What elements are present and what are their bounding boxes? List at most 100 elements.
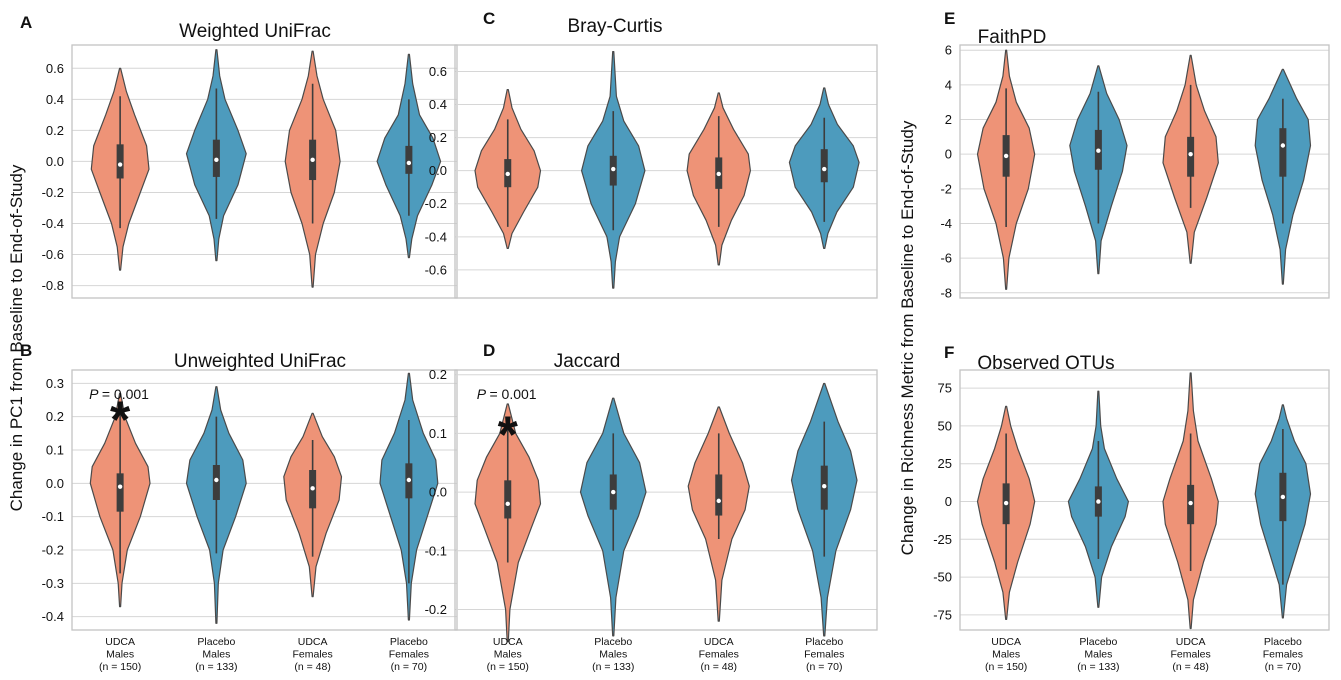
violin-median (1280, 494, 1286, 500)
group-label: Placebo Males (n = 133) (1077, 636, 1119, 673)
y-tick-label: 0.6 (429, 64, 447, 79)
violin-median (505, 501, 510, 507)
group-label-line: (n = 48) (1172, 661, 1208, 673)
violin-median (1188, 500, 1193, 506)
y-tick-label: 0.3 (46, 376, 64, 391)
y-tick-label: 0.4 (429, 97, 447, 112)
violin-iqr-box (116, 473, 124, 512)
y-tick-label: 0.4 (46, 92, 64, 107)
violin-median (310, 486, 315, 491)
violin-median (716, 498, 721, 504)
panel-title: Weighted UniFrac (179, 21, 331, 42)
y-tick-label: 0.2 (46, 123, 64, 138)
group-label-line: (n = 150) (985, 661, 1027, 673)
group-label-line: (n = 150) (99, 661, 141, 673)
y-tick-label: -6 (940, 251, 952, 266)
y-tick-label: -0.1 (425, 543, 447, 558)
group-label-line: Placebo (197, 636, 235, 648)
panel-title: Bray-Curtis (567, 16, 662, 37)
violin-median (1003, 500, 1009, 506)
y-tick-label: 0.2 (429, 130, 447, 145)
p-label: P (89, 386, 102, 402)
panel-e: -8 -6 -4 -2 0 2 4 6 E FaithPD (940, 9, 1330, 300)
significance-marker: * (110, 391, 131, 449)
panel-c: -0.6 -0.4 -0.2 0.0 0.2 0.4 0.6 C Bray-Curtis (425, 9, 878, 299)
panel-title: Observed OTUs (977, 353, 1114, 374)
y-tick-label: -0.4 (42, 609, 64, 624)
violin-median (1188, 151, 1193, 157)
y-tick-label: 0.6 (46, 61, 64, 76)
group-label: Placebo Males (n = 133) (592, 636, 634, 673)
y-tick-label: 2 (945, 112, 952, 127)
y-tick-label: -4 (940, 216, 952, 231)
plot-frame (71, 44, 458, 299)
plot-frame (454, 44, 878, 299)
plot-frame (959, 44, 1330, 299)
violin-median (716, 171, 721, 177)
group-label-line: (n = 48) (701, 661, 737, 673)
panel-title: Jaccard (554, 351, 621, 372)
violin-median (505, 171, 510, 177)
y-tick-label: 6 (945, 43, 952, 58)
y-tick-label: -0.2 (42, 543, 64, 558)
group-label-line: Females (292, 649, 332, 661)
group-label-line: (n = 70) (1265, 661, 1301, 673)
p-value: = 0.001 (102, 386, 149, 402)
violin-median (214, 477, 219, 483)
group-label-line: UDCA (298, 636, 328, 648)
group-label: UDCA Males (n = 150) (99, 636, 141, 673)
group-label-line: Females (389, 649, 429, 661)
group-label-line: Placebo (594, 636, 632, 648)
plot-frame (959, 369, 1330, 631)
y-tick-label: -0.2 (425, 602, 447, 617)
y-tick-label: 0.0 (429, 163, 447, 178)
panel-letter: A (20, 13, 32, 32)
violin-median (611, 166, 616, 172)
panel-letter: F (944, 343, 954, 362)
group-label-line: Males (106, 649, 134, 661)
group-label-line: UDCA (493, 636, 523, 648)
violin-iqr-box (504, 480, 512, 519)
y-tick-label: -0.6 (42, 247, 64, 262)
panel-b: -0.4 -0.3 -0.2 -0.1 0.0 0.1 0.2 0.3 B Unweighted … (20, 341, 458, 673)
y-tick-label: 0.2 (429, 367, 447, 382)
group-label-line: (n = 133) (1077, 661, 1119, 673)
violin-median (611, 489, 616, 495)
y-tick-label: 0.1 (46, 443, 64, 458)
panel-letter: B (20, 341, 32, 360)
violin-iqr-box (820, 149, 828, 183)
group-label-line: Placebo (1079, 636, 1117, 648)
y-axis-title-left: Change in PC1 from Baseline to End-of-St… (7, 164, 26, 511)
group-label: Placebo Females (n = 70) (1263, 636, 1303, 673)
y-tick-label: -0.4 (425, 229, 447, 244)
violin-median (1096, 499, 1101, 504)
violin-median (214, 157, 219, 163)
group-label-line: Placebo (390, 636, 428, 648)
y-tick-label: 0.2 (46, 409, 64, 424)
violin-median (1280, 143, 1286, 148)
y-tick-label: 50 (938, 418, 952, 433)
group-label: Placebo Females (n = 70) (804, 636, 844, 673)
violin-median (822, 166, 827, 172)
group-label-line: Males (599, 649, 627, 661)
y-tick-label: -0.3 (42, 576, 64, 591)
panel-letter: C (483, 9, 495, 28)
y-tick-label: -0.2 (425, 196, 447, 211)
violin-median (822, 484, 827, 489)
violin-iqr-box (1187, 136, 1195, 177)
violin-iqr-box (1279, 128, 1287, 177)
group-label: Placebo Males (n = 133) (195, 636, 237, 673)
group-label-line: Males (494, 649, 522, 661)
y-tick-label: -8 (940, 285, 952, 300)
group-label-line: Placebo (805, 636, 843, 648)
group-label: UDCA Males (n = 150) (985, 636, 1027, 673)
group-label: Placebo Females (n = 70) (389, 636, 429, 673)
panel-letter: D (483, 341, 495, 360)
group-label-line: (n = 70) (806, 661, 842, 673)
y-tick-label: 0.0 (46, 476, 64, 491)
group-label-line: (n = 133) (592, 661, 634, 673)
significance-marker: * (498, 407, 519, 465)
violin-median (310, 157, 315, 163)
